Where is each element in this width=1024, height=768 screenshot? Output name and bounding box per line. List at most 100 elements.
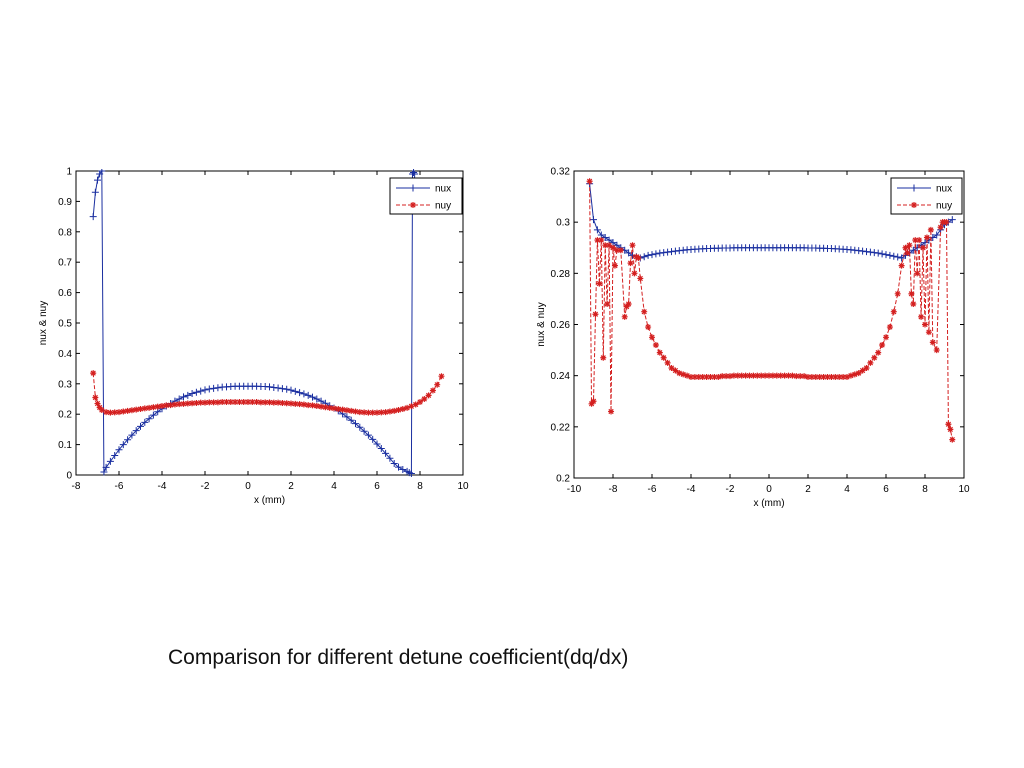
data-point — [937, 224, 944, 231]
x-tick-label: -6 — [115, 481, 124, 492]
data-point — [361, 409, 368, 416]
data-point — [613, 247, 620, 254]
x-tick-label: 0 — [245, 481, 251, 492]
x-tick-label: 4 — [844, 484, 850, 495]
data-point — [610, 244, 616, 251]
data-point — [193, 399, 200, 406]
y-tick-label: 0.32 — [551, 167, 571, 178]
data-point — [180, 393, 187, 401]
data-point — [274, 384, 282, 392]
data-point — [386, 408, 393, 415]
data-point — [656, 249, 664, 257]
data-point — [137, 422, 144, 430]
data-point — [214, 384, 222, 392]
data-point — [210, 399, 217, 406]
data-point — [296, 401, 303, 408]
legend-label-nux: nux — [936, 184, 952, 195]
data-point — [331, 405, 337, 412]
data-point — [914, 270, 921, 277]
data-point — [132, 427, 140, 435]
data-point — [894, 290, 901, 297]
data-point — [262, 399, 269, 406]
data-point — [318, 403, 325, 410]
data-point — [412, 401, 419, 408]
data-point — [586, 178, 593, 185]
data-point — [590, 398, 597, 405]
data-point — [727, 373, 733, 380]
data-point — [715, 373, 722, 380]
data-point — [623, 303, 630, 310]
data-point — [925, 329, 932, 336]
data-point — [890, 308, 897, 315]
data-point — [948, 216, 956, 224]
data-point — [945, 421, 952, 428]
data-point — [106, 457, 114, 465]
data-point — [746, 372, 753, 379]
data-point — [908, 290, 915, 297]
data-point — [94, 400, 101, 407]
chart-1: -8 -6 -4 -2 0 2 4 6 8 10 0 0.1 0.2 0.3 0.4 0.5 0.6 0.7 0.8… — [38, 167, 469, 507]
data-point — [369, 435, 377, 443]
data-point — [171, 401, 178, 408]
data-point — [150, 404, 157, 411]
data-point — [867, 359, 874, 366]
data-point — [232, 399, 239, 406]
data-point — [637, 275, 644, 282]
plot-area — [573, 170, 965, 479]
data-point — [377, 445, 385, 453]
data-point — [703, 373, 710, 380]
y-tick-label: 0.3 — [556, 218, 570, 229]
data-point — [236, 399, 243, 406]
data-point — [719, 373, 726, 380]
data-point — [283, 400, 290, 407]
x-tick-label: 8 — [922, 484, 928, 495]
data-point — [904, 249, 911, 256]
data-point — [680, 371, 687, 378]
data-point — [882, 251, 890, 259]
data-point — [434, 381, 441, 388]
data-point — [742, 372, 749, 379]
data-point — [410, 169, 418, 177]
data-point — [278, 385, 286, 393]
y-tick-label: 0.4 — [58, 349, 72, 360]
x-tick-label: 6 — [883, 484, 889, 495]
data-point — [734, 372, 741, 379]
data-point — [923, 234, 930, 241]
data-point — [141, 418, 149, 426]
data-point — [711, 373, 718, 380]
data-point — [645, 324, 652, 331]
data-point — [617, 247, 624, 254]
data-point — [947, 426, 954, 433]
x-axis-title: x (mm) — [753, 498, 784, 509]
data-point — [102, 463, 110, 471]
data-point — [313, 402, 320, 409]
data-point — [592, 311, 599, 318]
data-point — [206, 399, 213, 406]
data-point — [390, 459, 398, 467]
data-point — [906, 242, 913, 249]
data-point — [197, 399, 204, 406]
data-point — [313, 395, 321, 403]
data-point — [305, 402, 312, 409]
data-point — [180, 400, 187, 407]
data-point — [588, 400, 595, 407]
data-point — [922, 321, 928, 328]
data-point — [606, 242, 613, 249]
data-point — [699, 373, 706, 380]
data-point — [797, 373, 804, 380]
data-point — [292, 400, 299, 407]
data-point — [762, 372, 769, 379]
data-point — [707, 373, 714, 380]
data-point — [927, 226, 934, 233]
legend: nux nuy — [389, 177, 463, 215]
data-point — [356, 409, 363, 416]
data-point — [399, 406, 406, 413]
data-point — [124, 407, 131, 414]
x-tick-label: 2 — [288, 481, 294, 492]
data-point — [288, 400, 294, 407]
y-tick-label: 0 — [66, 471, 72, 482]
data-point — [812, 373, 819, 380]
data-point — [137, 406, 144, 413]
data-point — [635, 254, 642, 261]
